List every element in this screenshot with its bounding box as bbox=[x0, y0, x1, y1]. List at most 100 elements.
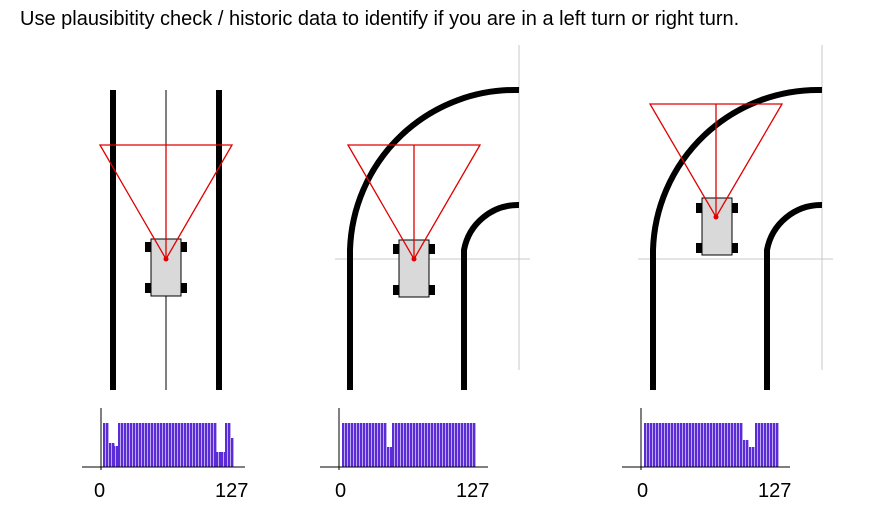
histogram-bar bbox=[401, 423, 404, 467]
histogram-bar bbox=[148, 423, 151, 467]
histogram-bar bbox=[228, 423, 231, 467]
histogram-bar bbox=[731, 423, 734, 467]
histogram-bar bbox=[689, 423, 692, 467]
histogram-bar bbox=[428, 423, 431, 467]
histogram-bar bbox=[106, 423, 109, 467]
histogram-bar bbox=[647, 423, 650, 467]
histogram-bar bbox=[644, 423, 647, 467]
histogram-bar bbox=[650, 423, 653, 467]
wheel bbox=[732, 203, 738, 213]
histogram-bar bbox=[127, 423, 130, 467]
histogram-bar bbox=[205, 423, 208, 467]
histogram-straight: 0 127 bbox=[82, 408, 248, 502]
histogram-bar bbox=[425, 423, 428, 467]
axis-end-label: 127 bbox=[456, 480, 489, 502]
histogram-bar bbox=[121, 423, 124, 467]
histogram-bar bbox=[722, 423, 725, 467]
histogram-bar bbox=[145, 423, 148, 467]
histogram-bar bbox=[375, 423, 378, 467]
wheel bbox=[181, 283, 187, 293]
outer-curve-track bbox=[650, 86, 823, 390]
histogram-bar bbox=[410, 423, 413, 467]
histogram-bar bbox=[761, 423, 764, 467]
histogram-bar bbox=[758, 423, 761, 467]
axis-start-label: 0 bbox=[94, 480, 105, 502]
histogram-bar bbox=[452, 423, 455, 467]
histogram-bar bbox=[357, 423, 360, 467]
wheel bbox=[393, 244, 399, 254]
histogram-bar bbox=[390, 447, 393, 467]
histogram-bar bbox=[413, 423, 416, 467]
histogram-bar bbox=[749, 447, 752, 467]
histogram-bars bbox=[103, 423, 234, 467]
histogram-bar bbox=[130, 423, 133, 467]
histogram-bar bbox=[178, 423, 181, 467]
wheel bbox=[181, 242, 187, 252]
histogram-bar bbox=[443, 423, 446, 467]
wheel bbox=[732, 243, 738, 253]
histogram-bar bbox=[755, 423, 758, 467]
histogram-bar bbox=[710, 423, 713, 467]
histogram-bar bbox=[219, 452, 222, 467]
histogram-bar bbox=[767, 423, 770, 467]
panel-straight bbox=[98, 90, 234, 390]
histogram-bar bbox=[422, 423, 425, 467]
histogram-bar bbox=[725, 423, 728, 467]
inner-curve-track bbox=[764, 201, 823, 390]
histogram-bar bbox=[728, 423, 731, 467]
histogram-bar bbox=[103, 423, 106, 467]
histogram-bar bbox=[776, 423, 779, 467]
histogram-bar bbox=[231, 438, 234, 467]
histogram-bar bbox=[692, 423, 695, 467]
histogram-bar bbox=[116, 446, 119, 467]
axis-start-label: 0 bbox=[637, 480, 648, 502]
inner-curve-track bbox=[461, 201, 520, 390]
histogram-bar bbox=[734, 423, 737, 467]
histogram-bar bbox=[109, 443, 112, 467]
histogram-bar bbox=[431, 423, 434, 467]
histogram-bar bbox=[181, 423, 184, 467]
camera-point bbox=[713, 214, 719, 220]
histogram-bar bbox=[695, 423, 698, 467]
axis-end-label: 127 bbox=[758, 480, 791, 502]
histogram-bar bbox=[653, 423, 656, 467]
histogram-bar bbox=[449, 423, 452, 467]
histogram-bar bbox=[464, 423, 467, 467]
histogram-bar bbox=[139, 423, 142, 467]
panel-curve-entry bbox=[335, 45, 530, 390]
histogram-bar bbox=[404, 423, 407, 467]
histogram-bar bbox=[342, 423, 345, 467]
histogram-bar bbox=[378, 423, 381, 467]
histogram-bar bbox=[366, 423, 369, 467]
histogram-bar bbox=[461, 423, 464, 467]
histogram-bar bbox=[419, 423, 422, 467]
histogram-bar bbox=[348, 423, 351, 467]
histogram-bar bbox=[345, 423, 348, 467]
histogram-bar bbox=[363, 423, 366, 467]
wheel bbox=[145, 242, 151, 252]
histogram-bar bbox=[369, 423, 372, 467]
histogram-bar bbox=[151, 423, 154, 467]
histogram-bar bbox=[211, 423, 214, 467]
histogram-bar bbox=[686, 423, 689, 467]
histogram-bar bbox=[683, 423, 686, 467]
histogram-bar bbox=[166, 423, 169, 467]
histogram-bar bbox=[381, 423, 384, 467]
histogram-bar bbox=[455, 423, 458, 467]
histogram-bar bbox=[113, 446, 116, 467]
wheel bbox=[429, 244, 435, 254]
histogram-bar bbox=[458, 423, 461, 467]
wheel bbox=[145, 283, 151, 293]
histogram-bar bbox=[190, 423, 193, 467]
histogram-bar bbox=[668, 423, 671, 467]
histogram-bar bbox=[163, 423, 166, 467]
axis-start-label: 0 bbox=[335, 480, 346, 502]
histogram-bar bbox=[384, 423, 387, 467]
histogram-bar bbox=[764, 423, 767, 467]
histogram-bar bbox=[665, 423, 668, 467]
car bbox=[696, 197, 738, 256]
histogram-bar bbox=[659, 423, 662, 467]
histogram-bar bbox=[354, 423, 357, 467]
histogram-bar bbox=[674, 423, 677, 467]
histogram-bar bbox=[157, 423, 160, 467]
